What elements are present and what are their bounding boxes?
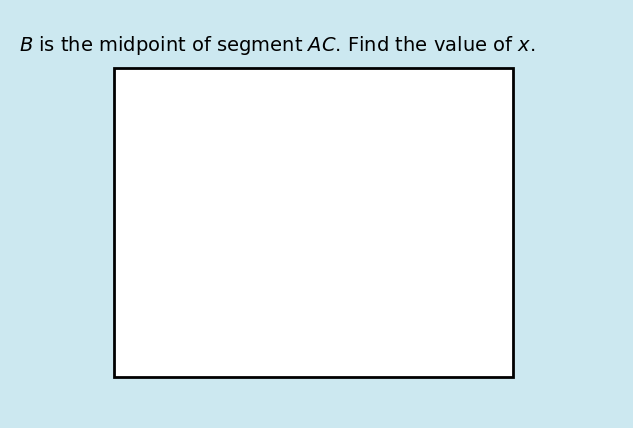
Text: B: B [307,240,320,258]
Point [150,215,160,222]
Point [467,215,477,222]
Text: A: A [149,240,161,258]
Text: 5x - 6: 5x - 6 [208,240,260,258]
Point [308,215,318,222]
Text: C: C [465,240,478,258]
Text: $\mathit{B}$ is the midpoint of segment $\mathit{AC}$. Find the value of $\mathi: $\mathit{B}$ is the midpoint of segment … [19,34,536,57]
Text: 2x: 2x [382,240,403,258]
